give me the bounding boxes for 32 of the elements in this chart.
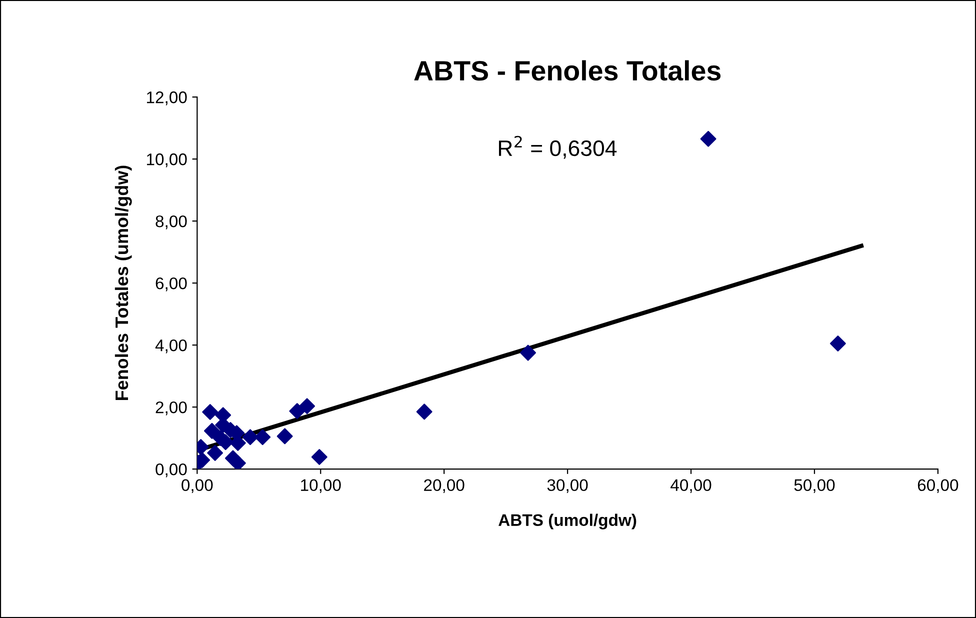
- point: [242, 429, 258, 446]
- point: [311, 448, 328, 465]
- point: [204, 422, 220, 439]
- y-tick-label: 0,00: [156, 463, 187, 478]
- y-tick-label: 10,00: [146, 153, 187, 168]
- x-tick-label: 40,00: [670, 479, 712, 493]
- y-axis-title: Fenoles Totales (umol/gdw): [114, 166, 132, 400]
- point: [254, 429, 271, 446]
- point: [202, 404, 218, 420]
- point: [520, 344, 536, 361]
- point: [416, 404, 432, 420]
- point: [830, 336, 846, 352]
- x-tick-label: 60,00: [918, 479, 958, 493]
- x-tick-label: 10,00: [301, 479, 341, 493]
- point: [276, 428, 293, 444]
- x-tick-label: 50,00: [794, 479, 835, 493]
- point: [207, 444, 224, 461]
- point: [299, 398, 316, 414]
- chart-title: ABTS - Fenoles Totales: [414, 60, 721, 81]
- y-tick-label: 2,00: [156, 401, 187, 416]
- x-tick-label: 0,00: [182, 479, 213, 493]
- point: [289, 403, 306, 420]
- x-tick-label: 30,00: [547, 479, 588, 493]
- y-tick-label: 12,00: [146, 91, 187, 106]
- x-axis-title: ABTS (umol/gdw): [498, 514, 636, 530]
- y-tick-label: 8,00: [156, 215, 187, 230]
- y-tick-label: 4,00: [155, 339, 187, 354]
- x-tick-label: 20,00: [424, 479, 464, 493]
- point: [700, 130, 716, 147]
- annotation: R$^{2}$ = 0,6304: [498, 136, 617, 159]
- point: [230, 455, 246, 470]
- y-tick-label: 6,00: [156, 277, 187, 292]
